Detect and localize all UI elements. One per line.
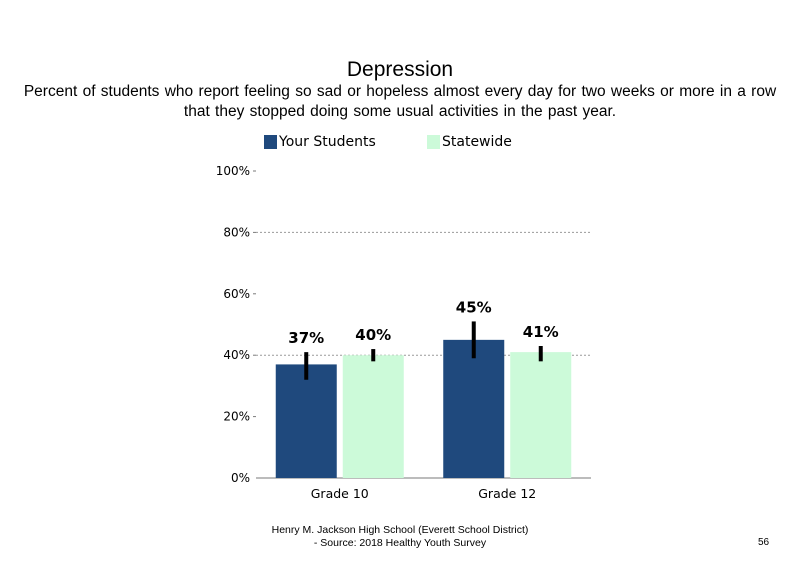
- y-tick-label: 40%: [223, 348, 250, 362]
- chart-subtitle: Percent of students who report feeling s…: [23, 83, 777, 120]
- legend-item-your-students: Your Students: [264, 134, 376, 150]
- y-tick-label: 60%: [223, 287, 250, 301]
- legend-swatch-statewide: [427, 135, 440, 149]
- chart-title: Depression: [346, 58, 454, 81]
- legend: Your Students Statewide: [0, 134, 800, 154]
- footer-line-school: Henry M. Jackson High School (Everett Sc…: [271, 524, 529, 536]
- y-tick-label: 80%: [223, 225, 250, 239]
- x-category-label: Grade 12: [478, 486, 536, 501]
- bar: [342, 355, 404, 478]
- footer-line-source: - Source: 2018 Healthy Youth Survey: [313, 537, 487, 549]
- y-tick-label: 100%: [216, 164, 250, 178]
- data-label: 37%: [288, 329, 324, 347]
- x-category-label: Grade 10: [311, 486, 369, 501]
- legend-label-statewide: Statewide: [442, 134, 512, 150]
- footer-source: Henry M. Jackson High School (Everett Sc…: [200, 524, 600, 550]
- page-number: 56: [758, 537, 770, 548]
- bar: [510, 352, 572, 478]
- bar: [443, 339, 505, 478]
- legend-swatch-your-students: [264, 135, 277, 149]
- legend-item-statewide: Statewide: [427, 134, 512, 150]
- data-label: 40%: [355, 326, 391, 344]
- y-tick-label: 20%: [223, 410, 250, 424]
- bar: [275, 364, 337, 478]
- y-tick-label: 0%: [231, 471, 250, 485]
- legend-label-your-students: Your Students: [279, 134, 376, 150]
- data-label: 45%: [456, 298, 492, 316]
- data-label: 41%: [523, 323, 559, 341]
